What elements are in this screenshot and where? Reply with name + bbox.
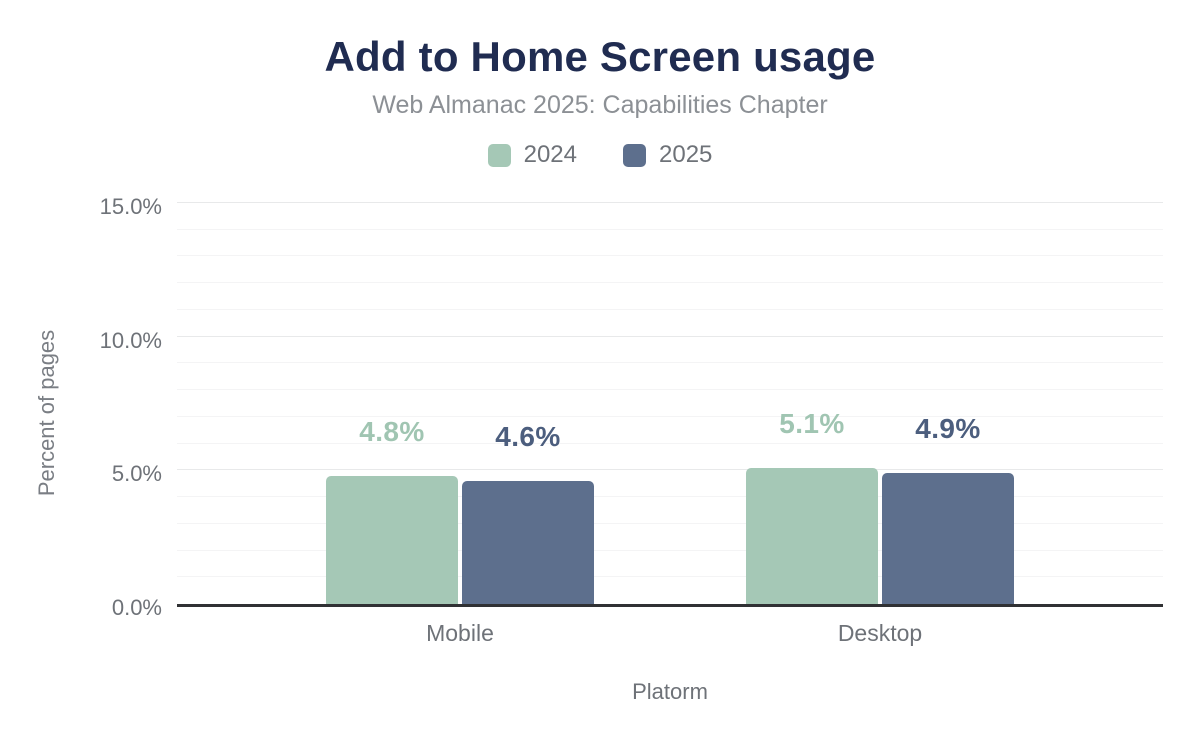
chart-subtitle: Web Almanac 2025: Capabilities Chapter [372,91,828,119]
gridline-major [177,202,1163,203]
y-tick-label: 5.0% [111,461,162,487]
legend-item-2024[interactable]: 2024 [487,141,577,169]
legend-item-2025[interactable]: 2025 [623,141,712,169]
gridline-minor [177,308,1163,310]
gridline-minor [177,228,1163,230]
y-tick-label: 10.0% [99,327,162,353]
bar-2024-desktop[interactable] [746,467,878,604]
bar-value-label: 4.6% [495,421,561,453]
gridline-minor [177,496,1163,498]
gridline-minor [177,282,1163,284]
gridline-major [177,335,1163,337]
gridline-minor [177,362,1163,364]
gridline-minor [177,255,1163,257]
gridline-minor [177,576,1163,578]
bar-value-label: 4.9% [915,413,981,445]
y-tick-label: 0.0% [111,595,162,620]
y-tick-label: 15.0% [99,194,162,219]
legend-swatch [487,143,511,167]
x-category-label: Mobile [426,620,494,646]
gridline-minor [177,389,1163,391]
legend-label: 2025 [659,141,713,168]
bar-2025-mobile[interactable] [462,481,594,604]
gridline-minor [177,522,1163,524]
gridline-minor [177,549,1163,551]
x-category-label: Desktop [837,620,923,646]
bar-value-label: 5.1% [779,407,845,439]
legend-swatch [623,143,646,167]
x-axis-title: Platorm [632,679,708,704]
gridline-minor [177,442,1163,444]
gridline-major [177,469,1163,471]
bar-2024-mobile[interactable] [326,475,458,604]
gridline-minor [177,415,1163,417]
legend-label: 2024 [523,141,577,168]
bar-2025-desktop[interactable] [882,473,1014,604]
plot-area: 4.8% 5.1% 4.6% 4.9% [177,202,1163,607]
legend: 2024 2025 [0,141,1200,169]
chart-title: Add to Home Screen usage [324,33,876,80]
bar-value-label: 4.8% [359,415,425,447]
